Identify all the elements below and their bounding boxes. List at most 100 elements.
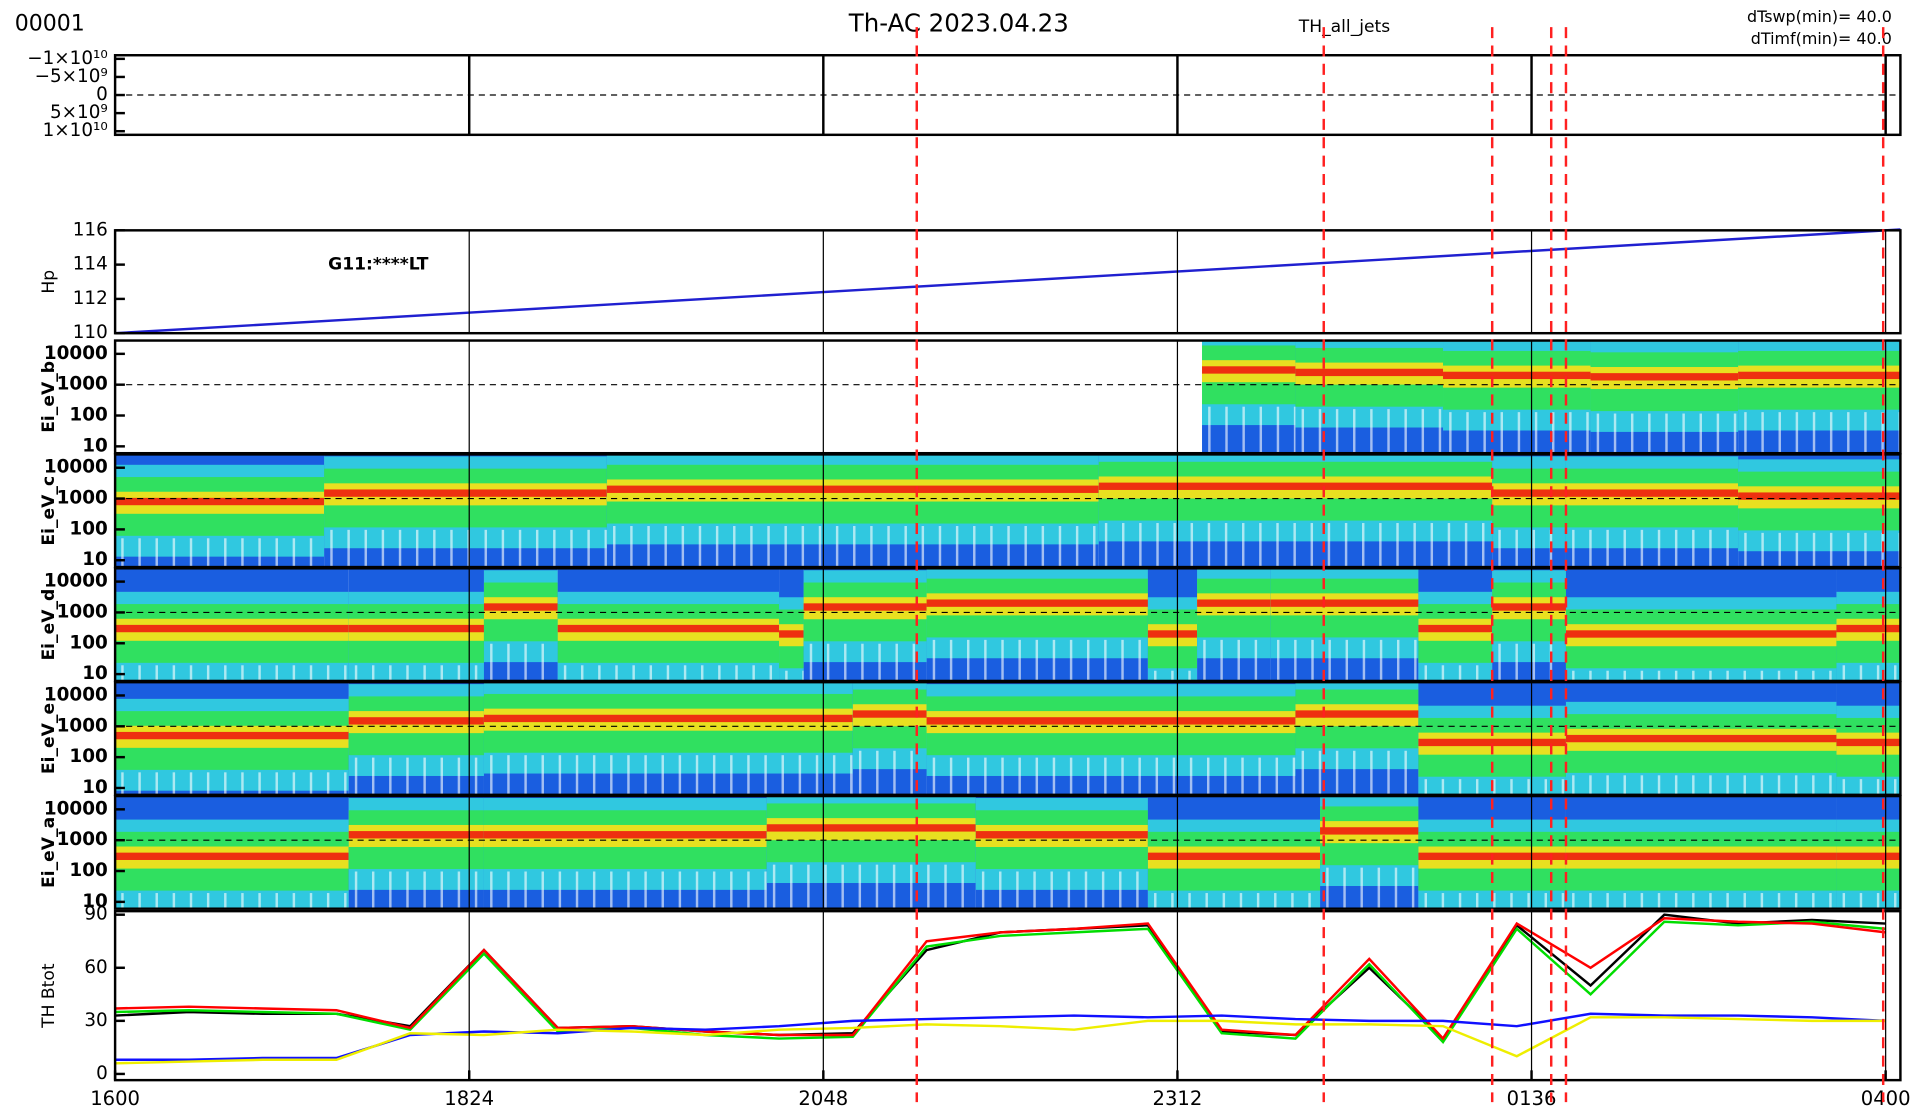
- series-line: [115, 228, 1901, 335]
- spectrum-peak: [803, 603, 927, 611]
- spectrum-peak: [975, 831, 1148, 839]
- y-tick-label: 1000: [57, 374, 108, 395]
- y-axis-label: Ei_eV_c: [39, 476, 59, 546]
- spectrum-peak: [1738, 492, 1901, 500]
- spectrum-peak: [1836, 852, 1901, 860]
- imf-note: dTimf(min)= 40.0: [1751, 29, 1892, 48]
- x-tick-label: 0136: [1507, 1087, 1557, 1110]
- spectrum-peak: [483, 603, 558, 611]
- x-tick-label: 2312: [1153, 1087, 1203, 1110]
- spectrum-peak: [926, 717, 1296, 725]
- spectrum-peak: [1565, 630, 1837, 638]
- x-tick-label: 2048: [798, 1087, 848, 1110]
- y-tick-label: 10000: [44, 798, 108, 819]
- y-tick-label: 1000: [57, 601, 108, 622]
- y-tick-label: 112: [73, 288, 108, 309]
- y-axis-label: Ei_eV_e: [39, 703, 59, 774]
- series-line: [115, 1016, 1886, 1065]
- y-tick-label: 10: [82, 891, 108, 912]
- spectrum-peak: [1147, 630, 1198, 638]
- panel-frame: [113, 794, 1902, 910]
- spectrum-peak: [324, 489, 607, 497]
- spectrum-peak: [1565, 852, 1837, 860]
- subtitle: TH_all_jets: [1298, 17, 1390, 37]
- spectrum-peak: [1202, 366, 1296, 374]
- y-tick-label: 100: [69, 746, 107, 767]
- spectrum-peak: [115, 497, 325, 506]
- y-tick-label: 114: [73, 254, 108, 275]
- spectrum-peak: [1565, 734, 1837, 743]
- spectrum-peak: [483, 831, 767, 839]
- spectrum-peak: [348, 831, 484, 839]
- run-id: 00001: [15, 12, 85, 37]
- y-tick-label: 10000: [44, 571, 108, 592]
- y-tick-label: 10000: [44, 684, 108, 705]
- spectrum-peak: [1418, 738, 1566, 747]
- spectrum-peak: [1295, 368, 1444, 377]
- x-tick-label: 1600: [90, 1087, 140, 1110]
- spectrum-peak: [1098, 482, 1493, 490]
- y-tick-label: 10: [82, 549, 108, 570]
- spectrum-peak: [1738, 371, 1901, 380]
- spectrum-peak: [1295, 710, 1419, 718]
- spectrum-peak: [115, 852, 349, 860]
- series-line: [115, 916, 1886, 1041]
- spectrum-peak: [766, 824, 976, 832]
- spectrum-peak: [606, 485, 1099, 493]
- x-tick-label: 0400: [1861, 1087, 1911, 1110]
- series-line: [115, 1012, 1886, 1062]
- y-axis-label: Ei_eV_d: [39, 589, 59, 661]
- y-tick-label: 10: [82, 663, 108, 684]
- y-tick-label: 116: [73, 219, 108, 240]
- spectrum-peak: [1197, 599, 1271, 607]
- y-tick-label: 10000: [44, 457, 108, 478]
- spectrum-peak: [348, 624, 484, 633]
- y-axis-label: Hp: [39, 270, 59, 294]
- y-tick-label: 0: [96, 84, 108, 105]
- spectrum-peak: [1836, 738, 1901, 747]
- y-tick-label: 1000: [57, 829, 108, 850]
- spectrum-peak: [115, 731, 349, 740]
- spectrum-peak: [1836, 624, 1901, 633]
- y-tick-label: 10: [82, 435, 108, 456]
- spectrum-peak: [1147, 852, 1321, 860]
- spectrum-peak: [926, 599, 1148, 607]
- y-tick-label: 90: [84, 904, 107, 925]
- spectrum-peak: [348, 717, 484, 725]
- y-tick-label: 100: [69, 632, 107, 653]
- y-axis-label: Ei_eV_b: [39, 361, 59, 433]
- spectrum-peak: [779, 630, 804, 638]
- spectrum-peak: [852, 710, 927, 718]
- spectrum-peak: [557, 624, 780, 633]
- spectrum-peak: [1270, 599, 1419, 607]
- y-tick-label: 10: [82, 777, 108, 798]
- series-line: [115, 920, 1886, 1045]
- y-tick-label: 100: [69, 405, 107, 426]
- sweep-note: dTswp(min)= 40.0: [1747, 7, 1892, 26]
- spectrum-peak: [1565, 489, 1739, 497]
- spectrum-peak: [1590, 373, 1739, 381]
- spectrum-peak: [1443, 371, 1591, 380]
- y-tick-label: 100: [69, 518, 107, 539]
- y-tick-label: −1×10¹⁰: [27, 48, 108, 69]
- spectrum-peak: [1492, 603, 1566, 611]
- y-tick-label: 60: [84, 957, 107, 978]
- y-axis-label: TH Btot: [39, 963, 59, 1029]
- y-tick-label: 1000: [57, 715, 108, 736]
- y-tick-label: 0: [96, 1063, 108, 1084]
- y-tick-label: 1000: [57, 488, 108, 509]
- y-tick-label: 100: [69, 860, 107, 881]
- spectrum-peak: [1320, 827, 1419, 835]
- y-tick-label: 30: [84, 1010, 107, 1031]
- chart-title: Th-AC 2023.04.23: [848, 9, 1069, 38]
- x-tick-label: 1824: [444, 1087, 494, 1110]
- spectrum-peak: [115, 624, 349, 633]
- y-tick-label: 10000: [44, 343, 108, 364]
- spectrum-peak: [1492, 489, 1566, 497]
- panel-frame: [113, 909, 1902, 1082]
- y-tick-label: 1×10¹⁰: [43, 120, 108, 141]
- y-tick-label: 110: [73, 322, 108, 343]
- y-tick-label: 5×10⁹: [50, 102, 108, 123]
